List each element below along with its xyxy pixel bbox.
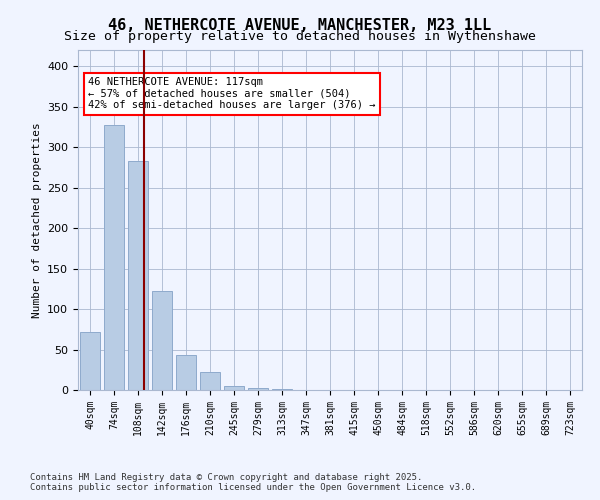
Bar xyxy=(224,386,244,390)
Bar xyxy=(272,389,292,390)
Bar xyxy=(128,161,148,390)
Bar xyxy=(80,332,100,390)
Bar xyxy=(176,355,196,390)
Text: Size of property relative to detached houses in Wythenshawe: Size of property relative to detached ho… xyxy=(64,30,536,43)
Text: Contains public sector information licensed under the Open Government Licence v3: Contains public sector information licen… xyxy=(30,484,476,492)
Bar xyxy=(248,388,268,390)
Text: 46, NETHERCOTE AVENUE, MANCHESTER, M23 1LL: 46, NETHERCOTE AVENUE, MANCHESTER, M23 1… xyxy=(109,18,491,32)
Text: Contains HM Land Registry data © Crown copyright and database right 2025.: Contains HM Land Registry data © Crown c… xyxy=(30,472,422,482)
Bar xyxy=(104,126,124,390)
Text: 46 NETHERCOTE AVENUE: 117sqm
← 57% of detached houses are smaller (504)
42% of s: 46 NETHERCOTE AVENUE: 117sqm ← 57% of de… xyxy=(88,77,376,110)
Bar xyxy=(152,291,172,390)
Y-axis label: Number of detached properties: Number of detached properties xyxy=(32,122,41,318)
Bar xyxy=(200,372,220,390)
